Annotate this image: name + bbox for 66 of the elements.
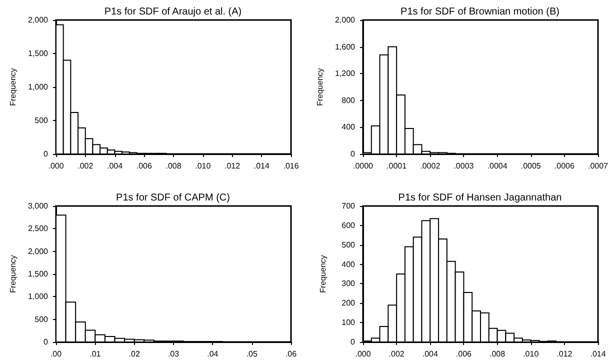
x-tick-label: .002	[388, 350, 405, 358]
x-tick-label: .06	[285, 350, 298, 358]
chart-title: P1s for SDF of CAPM (C)	[116, 192, 230, 204]
y-axis-title: Frequency	[8, 68, 18, 106]
x-tick-label: .0007	[588, 162, 609, 170]
y-tick-label: 0	[44, 150, 49, 158]
chart-title: P1s for SDF of Hansen Jagannathan	[398, 192, 562, 204]
y-tick-label: 1,000	[28, 292, 49, 302]
y-tick-label: 1,500	[28, 270, 49, 278]
x-tick-label: .0003	[454, 162, 474, 170]
y-axis-title: Frequency	[8, 255, 18, 293]
x-tick-label: .0005	[520, 162, 542, 170]
chart-title: P1s for SDF of Brownian motion (B)	[400, 6, 560, 18]
x-tick-label: .006	[136, 162, 152, 170]
y-tick-label: 0	[44, 338, 49, 346]
chart-title: P1s for SDF of Araujo et al. (A)	[104, 6, 242, 18]
y-tick-label: 2,000	[28, 16, 49, 24]
x-tick-label: .006	[456, 350, 472, 358]
y-tick-label: 2,000	[28, 246, 49, 256]
x-tick-label: .002	[78, 162, 94, 170]
x-tick-label: .0002	[420, 162, 441, 170]
x-tick-label: .0006	[554, 162, 575, 170]
y-tick-label: 700	[342, 202, 356, 210]
x-tick-label: .010	[195, 162, 212, 170]
x-tick-label: .004	[106, 162, 124, 170]
x-tick-label: .014	[590, 350, 606, 358]
x-tick-label: .02	[128, 350, 140, 358]
y-tick-label: 0	[350, 150, 356, 158]
y-tick-label: 300	[342, 279, 356, 288]
y-tick-label: 200	[342, 298, 356, 308]
y-tick-label: 100	[342, 318, 356, 328]
x-tick-label: .05	[246, 350, 258, 358]
x-tick-label: .04	[207, 350, 219, 358]
y-tick-label: 1,000	[28, 82, 49, 92]
x-tick-label: .000	[355, 350, 372, 358]
x-tick-label: .03	[168, 350, 180, 358]
y-tick-label: 400	[342, 122, 356, 132]
y-tick-label: 1,600	[334, 42, 356, 52]
y-tick-label: 0	[350, 338, 356, 346]
y-tick-label: 2,500	[28, 224, 49, 234]
x-tick-label: .012	[556, 350, 573, 358]
y-axis-title: Frequency	[316, 68, 325, 106]
x-tick-label: .0004	[487, 162, 508, 170]
x-tick-label: .01	[90, 350, 102, 358]
x-tick-label: .016	[283, 162, 300, 170]
y-tick-label: 600	[342, 220, 356, 230]
x-tick-label: .012	[224, 162, 241, 170]
y-tick-label: 1,500	[28, 49, 49, 58]
x-tick-label: .0001	[386, 162, 408, 170]
x-tick-label: .000	[48, 162, 64, 170]
y-tick-label: 3,000	[28, 202, 49, 210]
x-tick-label: .014	[254, 162, 270, 170]
x-tick-label: .008	[489, 350, 506, 358]
x-tick-label: .010	[523, 350, 540, 358]
x-tick-label: .00	[50, 350, 62, 358]
x-tick-label: .004	[422, 350, 438, 358]
y-tick-label: 800	[342, 96, 356, 105]
y-axis-title: Frequency	[318, 255, 328, 293]
x-tick-label: .008	[166, 162, 182, 170]
y-tick-label: 2,000	[334, 16, 356, 24]
y-tick-label: 400	[342, 260, 356, 269]
y-tick-label: 500	[342, 240, 356, 250]
x-tick-label: .0000	[352, 162, 374, 170]
y-tick-label: 500	[34, 314, 49, 324]
y-tick-label: 500	[34, 116, 49, 125]
y-tick-label: 1,200	[334, 69, 356, 78]
